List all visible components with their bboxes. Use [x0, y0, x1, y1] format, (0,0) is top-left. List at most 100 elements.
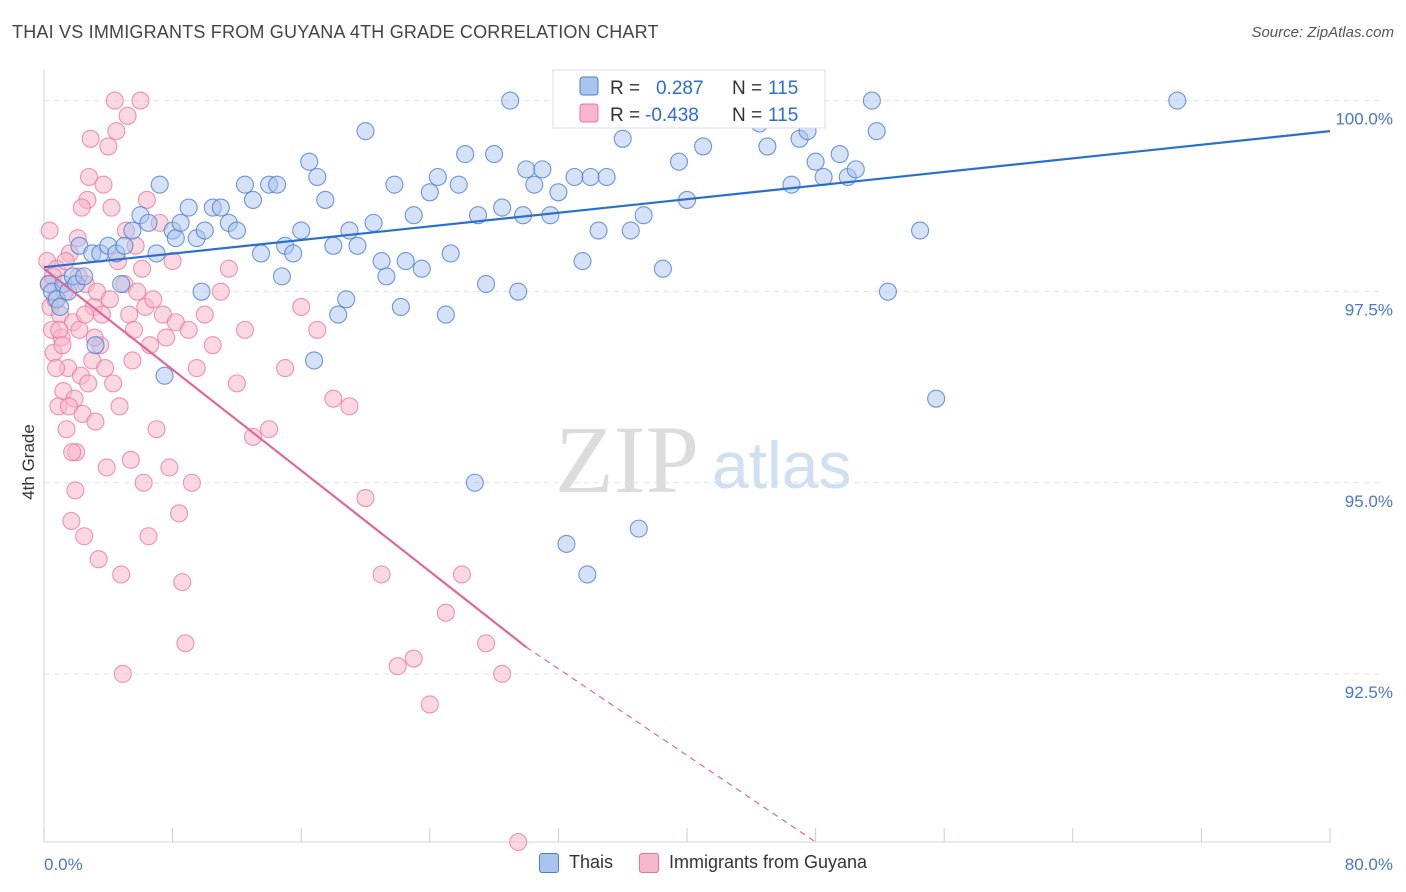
grid-lines — [44, 100, 1380, 675]
guyana-point — [79, 374, 98, 393]
thais-point — [525, 175, 544, 194]
legend-r-value-1: 0.287 — [656, 78, 704, 99]
guyana-point — [187, 359, 206, 378]
guyana-trend-extension — [525, 646, 816, 843]
guyana-point — [70, 320, 89, 339]
guyana-point — [86, 412, 105, 431]
thais-point — [694, 137, 713, 156]
thais-point — [629, 519, 648, 538]
thais-point — [272, 267, 291, 286]
thais-point — [862, 91, 881, 110]
thais-point — [412, 259, 431, 278]
thais-point — [669, 152, 689, 171]
thais-point — [456, 145, 475, 164]
guyana-point — [110, 397, 129, 416]
guyana-point — [100, 290, 119, 309]
guyana-point — [144, 290, 163, 309]
thais-point — [867, 122, 886, 141]
legend-label-thais: Thais — [568, 852, 613, 872]
thais-point — [878, 282, 897, 301]
bottom-legend: Thais Immigrants from Guyana — [0, 852, 1406, 873]
x-tick-label-max: 80.0% — [1345, 855, 1393, 874]
guyana-point — [107, 122, 126, 141]
thais-point — [396, 252, 415, 271]
thais-point — [211, 198, 230, 217]
thais-point — [806, 152, 825, 171]
guyana-point — [53, 336, 72, 355]
thais-point — [235, 175, 254, 194]
guyana-point — [118, 106, 137, 125]
guyana-point — [133, 259, 152, 278]
guyana-point — [96, 359, 115, 378]
guyana-point — [131, 91, 150, 110]
guyana-point — [50, 320, 69, 339]
thais-point — [589, 221, 608, 240]
thais-point — [581, 167, 600, 187]
thais-point — [465, 473, 484, 492]
thais-point — [251, 244, 271, 263]
guyana-point — [81, 129, 100, 148]
y-tick-label: 95.0% — [1345, 492, 1393, 511]
guyana-point — [134, 473, 153, 492]
guyana-point — [99, 137, 118, 156]
thais-point — [166, 229, 185, 248]
thais-point — [911, 221, 930, 240]
thais-point — [179, 198, 198, 217]
guyana-point — [292, 297, 311, 317]
x-tick-label-min: 0.0% — [44, 855, 83, 874]
guyana-point — [356, 488, 375, 508]
guyana-point — [72, 198, 91, 217]
thais-point — [147, 244, 166, 263]
thais-point — [391, 297, 410, 317]
thais-point — [385, 175, 404, 194]
thais-point — [621, 221, 640, 240]
thais-point — [782, 175, 801, 194]
guyana-point — [160, 458, 179, 477]
guyana-point — [308, 320, 327, 339]
thais-point — [533, 160, 552, 179]
thais-point — [195, 221, 214, 240]
guyana-point — [79, 167, 99, 187]
guyana-point — [493, 664, 512, 683]
thais-point — [292, 221, 311, 240]
guyana-point — [75, 527, 94, 546]
thais-point — [372, 252, 391, 271]
guyana-point — [113, 664, 132, 683]
guyana-point — [477, 634, 496, 653]
thais-point — [329, 305, 348, 324]
guyana-point — [173, 573, 192, 592]
legend-swatch-thais-bottom — [538, 852, 559, 873]
thais-point — [348, 236, 367, 255]
watermark-atlas: atlas — [712, 428, 851, 502]
thais-point — [404, 206, 423, 225]
thais-point — [356, 122, 375, 141]
legend-n-value-2: 115 — [768, 105, 798, 126]
watermark-zip: ZIP — [555, 406, 699, 513]
thais-point — [565, 167, 584, 187]
thais-point — [428, 167, 447, 187]
y-tick-label: 100.0% — [1335, 110, 1393, 129]
guyana-point — [243, 427, 263, 446]
thais-point — [324, 236, 343, 255]
thais-point — [517, 160, 536, 179]
guyana-point — [176, 634, 195, 653]
thais-point — [192, 282, 211, 301]
guyana-point — [219, 259, 238, 278]
guyana-point — [509, 832, 528, 852]
legend-label-guyana: Immigrants from Guyana — [668, 852, 868, 872]
legend-item-thais: Thais — [538, 852, 613, 873]
thais-point — [155, 366, 174, 385]
guyana-point — [203, 336, 222, 355]
thais-point — [830, 145, 849, 164]
thais-point — [578, 565, 597, 584]
series-thais-points — [39, 91, 1187, 584]
guyana-point — [56, 252, 75, 271]
legend-swatch-guyana-bottom — [638, 852, 659, 873]
y-axis-title: 4th Grade — [19, 424, 38, 500]
thais-point — [51, 297, 70, 317]
thais-point — [243, 190, 263, 209]
thais-point — [597, 167, 616, 187]
thais-point — [171, 213, 190, 232]
thais-point — [509, 282, 528, 301]
